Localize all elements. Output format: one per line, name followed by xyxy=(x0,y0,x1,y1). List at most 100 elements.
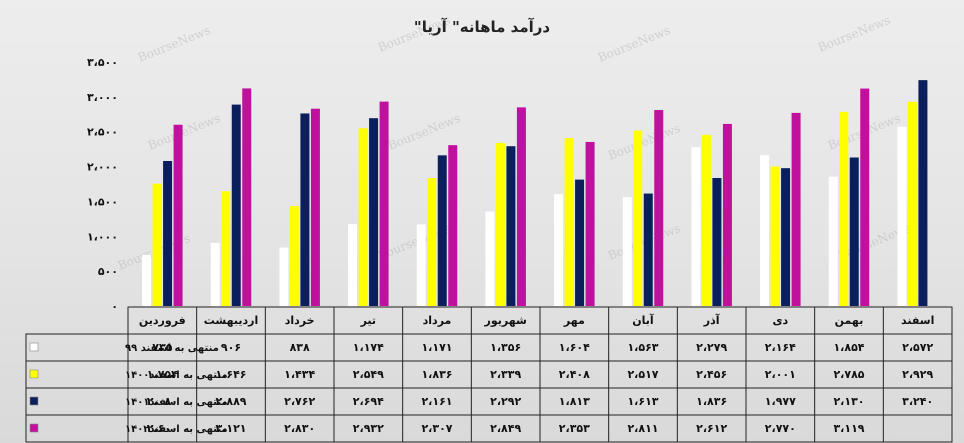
bar xyxy=(770,166,780,306)
data-cell: ۱،۱۷۴ xyxy=(353,341,384,354)
bar xyxy=(712,178,722,306)
y-tick-label: ۳،۰۰۰ xyxy=(87,91,118,104)
legend-label: منتهی به اسفند۱۴۰۰ xyxy=(125,370,228,381)
category-label: اسفند xyxy=(901,314,934,327)
bar xyxy=(691,147,701,306)
category-label: شهریور xyxy=(484,314,527,327)
bar xyxy=(839,111,849,306)
bar xyxy=(448,145,458,306)
category-label: مرداد xyxy=(423,314,452,327)
bar xyxy=(575,179,585,306)
data-cell: ۱،۶۰۴ xyxy=(559,341,590,354)
data-cell: ۲،۹۳۲ xyxy=(353,422,384,435)
data-cell: ۷۳۵ xyxy=(152,341,172,354)
data-cell: ۸۳۸ xyxy=(290,341,310,354)
watermark-text: BourseNews xyxy=(596,23,672,65)
legend-label: منتهی به اسفند۱۴۰۲ xyxy=(125,424,228,435)
data-cell: ۲،۳۳۹ xyxy=(490,368,521,381)
y-tick-label: ۵۰۰ xyxy=(98,265,118,278)
data-cell: ۱،۵۶۳ xyxy=(627,341,658,354)
bar xyxy=(437,155,447,306)
bar xyxy=(554,194,564,306)
data-cell: ۲،۷۷۰ xyxy=(765,422,796,435)
data-cell: ۱،۸۱۳ xyxy=(559,395,590,408)
chart-title: درآمد ماهانه" آریا" xyxy=(414,18,551,36)
data-cell: ۲،۲۹۲ xyxy=(490,395,521,408)
bar xyxy=(152,183,162,306)
category-label: مهر xyxy=(563,314,585,327)
category-label: تیر xyxy=(360,314,376,327)
bar xyxy=(722,123,732,306)
bar xyxy=(760,155,770,306)
category-label: بهمن xyxy=(835,314,864,327)
data-cell: ۲،۱۳۰ xyxy=(833,395,864,408)
data-cell: ۲،۴۰۸ xyxy=(559,368,590,381)
bar xyxy=(495,142,505,306)
bar xyxy=(585,141,595,306)
bar xyxy=(564,138,574,306)
data-cell: ۳،۱۲۱ xyxy=(215,422,246,435)
bar xyxy=(791,112,801,306)
data-cell: ۱،۴۳۴ xyxy=(284,368,315,381)
bar xyxy=(633,130,643,306)
bar xyxy=(516,107,526,306)
category-label: دی xyxy=(772,314,788,327)
bar xyxy=(918,80,928,306)
bar xyxy=(654,110,664,306)
bar xyxy=(416,224,426,306)
watermark-text: BourseNews xyxy=(606,121,682,163)
bar xyxy=(427,178,437,306)
data-cell: ۲،۳۰۷ xyxy=(421,422,452,435)
data-cell: ۱،۹۷۷ xyxy=(765,395,796,408)
data-cell: ۲،۵۴۹ xyxy=(353,368,384,381)
data-cell: ۲،۸۳۰ xyxy=(284,422,315,435)
bar xyxy=(897,126,907,306)
bar xyxy=(289,206,299,306)
bars xyxy=(142,80,928,307)
data-cell: ۱،۶۴۶ xyxy=(215,368,246,381)
data-cell: ۲،۶۱۲ xyxy=(696,422,727,435)
bar xyxy=(860,88,870,306)
bar xyxy=(622,197,632,306)
data-cell: ۲،۵۱۷ xyxy=(627,368,658,381)
data-cell: ۲،۲۷۹ xyxy=(696,341,727,354)
bar xyxy=(142,254,152,306)
bar xyxy=(369,118,379,306)
bar xyxy=(279,247,289,306)
data-cell: ۱،۱۷۱ xyxy=(421,341,452,354)
category-label: آذر xyxy=(703,313,720,327)
watermark-text: BourseNews xyxy=(816,13,892,55)
bar xyxy=(849,157,859,306)
data-cell: ۱،۶۱۳ xyxy=(627,395,658,408)
legend-swatch xyxy=(29,342,39,352)
data-cell: ۲،۸۸۹ xyxy=(215,395,246,408)
data-cell: ۲،۸۴۹ xyxy=(490,422,521,435)
y-tick-label: ۱،۰۰۰ xyxy=(87,230,118,243)
bar xyxy=(210,242,220,306)
y-tick-label: ۲،۰۰۰ xyxy=(87,161,118,174)
bar xyxy=(348,224,358,306)
data-cell: ۲،۹۲۹ xyxy=(902,368,933,381)
bar xyxy=(231,104,241,306)
data-cell: ۱،۸۳۶ xyxy=(696,395,727,408)
y-tick-label: ۲،۵۰۰ xyxy=(87,126,118,139)
bar xyxy=(379,101,389,306)
data-cell: ۳،۲۴۰ xyxy=(902,395,933,408)
bar xyxy=(781,168,791,306)
legend-label: منتهی به اسفند ۹۹ xyxy=(125,343,219,354)
legend-label: منتهی به اسفند۱۴۰۱ xyxy=(125,397,228,408)
bar xyxy=(300,113,310,306)
data-cell: ۲،۱۶۱ xyxy=(421,395,452,408)
data-cell: ۲،۰۸۰ xyxy=(147,395,178,408)
data-cell: ۲،۴۵۶ xyxy=(696,368,727,381)
bar xyxy=(485,211,495,306)
legend-swatch xyxy=(29,396,39,406)
y-tick-label: ۰ xyxy=(111,300,118,313)
data-cell: ۲،۶۰۰ xyxy=(147,422,178,435)
bar xyxy=(907,101,917,306)
bar xyxy=(828,176,838,306)
data-cell: ۲،۳۵۳ xyxy=(559,422,590,435)
y-tick-label: ۱،۵۰۰ xyxy=(87,195,118,208)
data-table: فروردین اردیبهشت خرداد تیر مرداد شهریور مهر آبا… xyxy=(25,306,953,443)
